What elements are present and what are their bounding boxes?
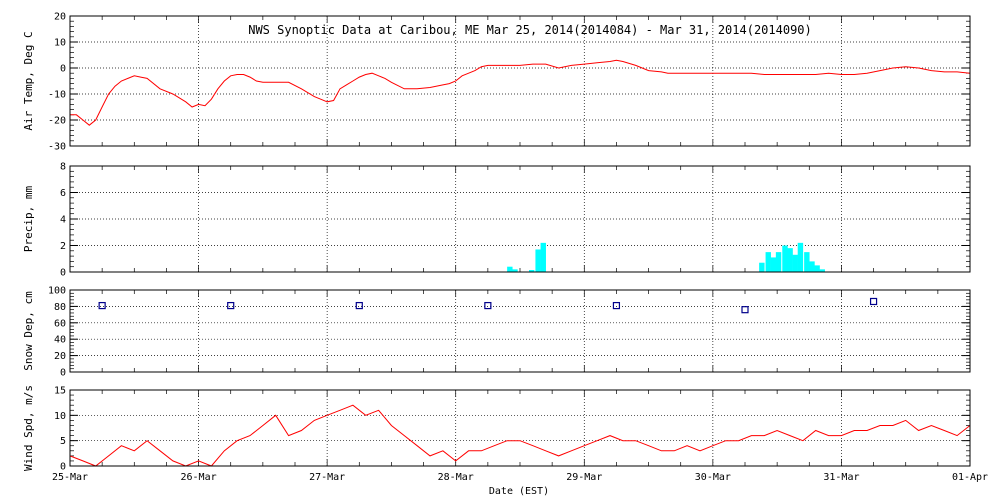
data-bar xyxy=(782,245,788,272)
y-tick-label: 10 xyxy=(54,411,66,422)
x-tick-label: 30-Mar xyxy=(695,472,731,483)
data-point xyxy=(869,297,878,306)
y-tick-label: 20 xyxy=(54,351,66,362)
panel-3: 0 20 40 60 80 100 Snow Dep, cm xyxy=(22,286,971,379)
data-bar xyxy=(814,265,820,272)
data-line xyxy=(69,404,971,467)
data-bar xyxy=(529,270,535,272)
y-axis-label: Snow Dep, cm xyxy=(22,291,35,371)
data-line xyxy=(70,59,971,126)
y-tick-label: 0 xyxy=(60,268,66,279)
y-tick-label: 20 xyxy=(54,12,66,23)
panel-frame xyxy=(69,389,971,467)
y-axis-label: Precip, mm xyxy=(22,186,35,253)
x-tick-label: 01-Apr xyxy=(952,472,988,483)
y-axis-label: Wind Spd, m/s xyxy=(22,385,35,471)
y-axis-label: Air Temp, Deg C xyxy=(22,31,35,130)
data-bar xyxy=(797,242,804,272)
y-tick-label: 10 xyxy=(54,38,66,49)
y-tick-label: 100 xyxy=(48,286,66,297)
data-point xyxy=(484,301,492,310)
data-bar xyxy=(765,252,771,272)
x-tick-label: 28-Mar xyxy=(438,472,474,483)
data-bar xyxy=(819,269,825,272)
y-tick-label: 40 xyxy=(54,335,66,346)
panel-1: -30 -20 -10 0 10 20 Air Temp, Deg C xyxy=(22,12,971,153)
data-bar xyxy=(512,269,518,272)
panel-frame xyxy=(69,15,971,147)
panel-2: 0 2 4 6 8 Precip, mm xyxy=(22,162,971,279)
y-tick-label: 8 xyxy=(60,162,66,173)
data-point xyxy=(741,306,749,314)
x-tick-label: 31-Mar xyxy=(823,472,859,483)
data-bar xyxy=(507,266,513,272)
y-tick-label: 5 xyxy=(60,436,66,447)
data-bar xyxy=(792,254,798,272)
y-tick-label: 15 xyxy=(54,386,66,397)
data-bar xyxy=(775,252,782,272)
y-tick-label: 0 xyxy=(60,462,66,473)
chart-panels: -30 -20 -10 0 10 20 Air Temp, Deg C 0 2 4 6 8 Precip… xyxy=(22,12,988,484)
data-point xyxy=(612,301,621,310)
data-bar xyxy=(787,248,793,272)
x-tick-label: 25-Mar xyxy=(52,472,88,483)
data-point xyxy=(355,301,363,310)
panel-frame xyxy=(69,165,971,273)
panel-frame xyxy=(69,289,971,373)
data-bar xyxy=(540,242,546,272)
data-point xyxy=(98,301,106,310)
data-bar xyxy=(809,261,815,272)
x-tick-label: 26-Mar xyxy=(181,472,217,483)
data-bar xyxy=(804,252,810,272)
data-bar xyxy=(759,262,765,272)
y-tick-label: 4 xyxy=(60,215,66,226)
x-axis-label: Date (EST) xyxy=(489,486,549,497)
y-tick-label: -30 xyxy=(48,142,66,153)
y-tick-label: 0 xyxy=(60,64,66,75)
y-tick-label: 0 xyxy=(60,368,66,379)
data-bar xyxy=(770,257,777,272)
data-bar xyxy=(535,249,541,272)
y-tick-label: 6 xyxy=(60,188,66,199)
x-tick-label: 29-Mar xyxy=(566,472,602,483)
y-tick-label: -10 xyxy=(48,90,66,101)
data-point xyxy=(227,301,235,310)
chart-title: NWS Synoptic Data at Caribou, ME Mar 25,… xyxy=(248,23,812,37)
y-tick-label: 80 xyxy=(54,302,66,313)
y-tick-label: -20 xyxy=(48,116,66,127)
x-tick-label: 27-Mar xyxy=(309,472,345,483)
panel-4: 0 5 10 15 Wind Spd, m/s xyxy=(22,385,971,473)
y-tick-label: 60 xyxy=(54,318,66,329)
y-tick-label: 2 xyxy=(60,241,66,252)
